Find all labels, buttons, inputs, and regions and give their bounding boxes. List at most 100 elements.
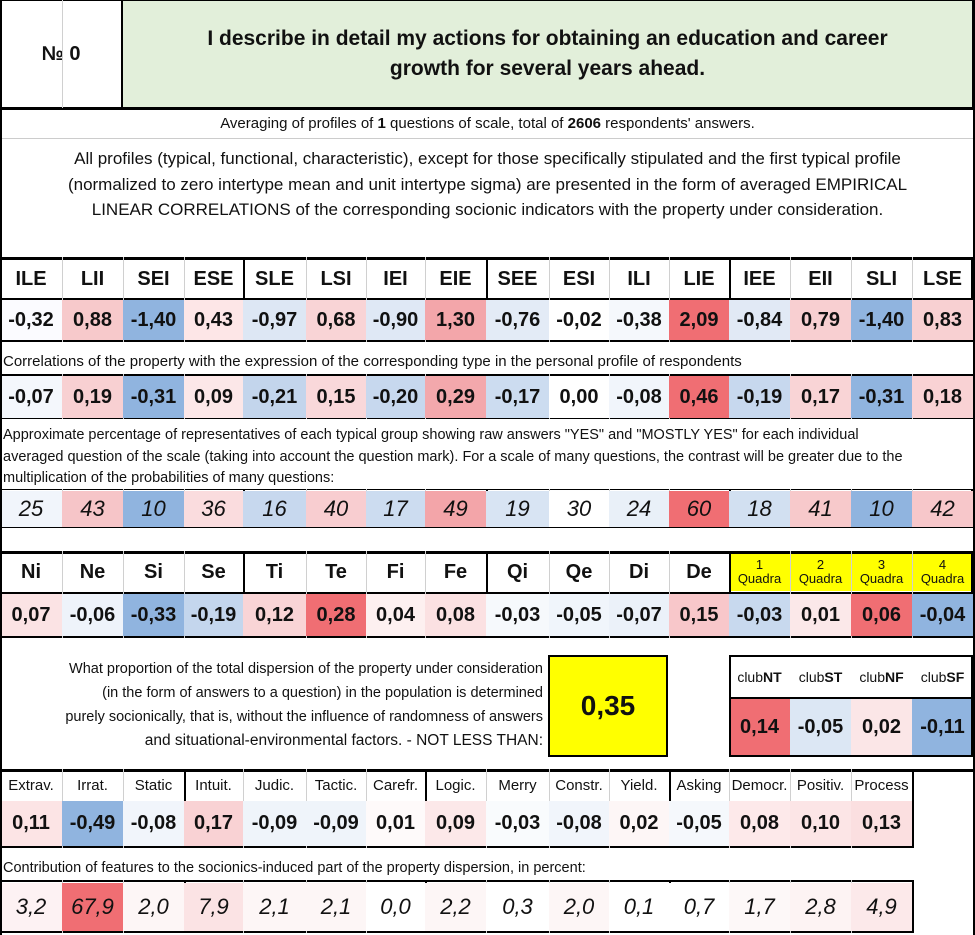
function-header-cell: Ne	[79, 560, 106, 583]
type-correlation-cell: -0,20	[366, 376, 425, 418]
type-header-cell: EII	[808, 267, 833, 290]
type-percentage-cell: 40	[306, 491, 366, 527]
feature-contribution-cell: 3,2	[0, 883, 62, 931]
type-profile-cell: 2,09	[669, 300, 729, 340]
type-header-cell: SLI	[865, 267, 898, 290]
feature-header-cell: Intuit.	[195, 776, 232, 794]
type-header-cell: ILI	[627, 267, 651, 290]
type-header-cell: EIE	[439, 267, 472, 290]
separator	[0, 138, 975, 139]
feature-value-cell: -0,08	[549, 801, 609, 846]
type-profile-cell: 1,30	[425, 300, 486, 340]
description-line-1: All profiles (typical, functional, chara…	[74, 149, 901, 168]
type-percentage-cell: 10	[851, 491, 912, 527]
quadra-number: 2	[816, 557, 825, 572]
type-profile-cell: -0,97	[243, 300, 306, 340]
function-value-cell: 0,28	[306, 594, 366, 636]
grid-line	[0, 846, 912, 848]
dispersion-line-2: (in the form of answers to a question) i…	[102, 685, 543, 701]
type-header-cell: LII	[80, 267, 105, 290]
function-header-cell: Fe	[443, 560, 468, 583]
type-correlation-cell: 0,17	[790, 376, 851, 418]
grid-line	[0, 769, 975, 772]
club-suffix: NF	[885, 669, 904, 685]
feature-contribution-cell: 7,9	[184, 883, 243, 931]
page-title: I describe in detail my actions for obta…	[122, 0, 973, 108]
function-header-cell: Fi	[386, 560, 405, 583]
quadra-label: Quadra	[798, 571, 843, 586]
type-percentage-cell: 42	[912, 491, 973, 527]
type-correlation-cell: -0,17	[486, 376, 549, 418]
description: All profiles (typical, functional, chara…	[0, 146, 975, 223]
type-percentage-cell: 24	[609, 491, 669, 527]
type-correlation-cell: -0,31	[851, 376, 912, 418]
grid-line	[0, 527, 975, 528]
grid-line	[729, 697, 975, 699]
type-header-cell: ESE	[193, 267, 234, 290]
type-correlation-cell: 0,00	[549, 376, 609, 418]
grid-line	[0, 880, 912, 882]
title-line-2: growth for several years ahead.	[389, 57, 706, 80]
percentage-caption-line-3: multiplication of the probabilities of m…	[3, 470, 335, 486]
club-value-cell: -0,05	[790, 699, 851, 755]
function-value-cell: -0,19	[184, 594, 243, 636]
type-percentage-cell: 43	[62, 491, 123, 527]
feature-contribution-cell: 0,7	[669, 883, 729, 931]
type-percentage-cell: 36	[184, 491, 243, 527]
type-profile-cell: 0,79	[790, 300, 851, 340]
contribution-caption: Contribution of features to the sociоnic…	[3, 860, 586, 876]
grid-line	[912, 257, 913, 342]
type-header-cell: SEI	[137, 267, 170, 290]
feature-contribution-cell: 2,8	[790, 883, 851, 931]
grid-line	[123, 257, 124, 342]
feature-header-cell: Merry	[498, 776, 537, 794]
quadra-header-cell: 3 Quadra	[851, 553, 912, 591]
header-number-cell: № 0	[0, 0, 122, 108]
type-profile-cell: 0,83	[912, 300, 973, 340]
grid-line	[549, 257, 550, 342]
percentage-caption-line-1: Approximate percentage of representative…	[3, 427, 859, 443]
type-profile-cell: -1,40	[123, 300, 184, 340]
feature-contribution-cell: 2,2	[425, 883, 486, 931]
feature-contribution-cell: 2,0	[549, 883, 609, 931]
quadra-value-cell: 0,01	[790, 594, 851, 636]
function-value-cell: -0,33	[123, 594, 184, 636]
type-correlation-cell: 0,18	[912, 376, 973, 418]
grid-line	[971, 257, 973, 342]
description-line-3: LINEAR CORRELATIONS of the corresponding…	[91, 200, 884, 219]
grid-line	[729, 257, 731, 342]
club-header-cell: club SF	[912, 657, 973, 697]
type-percentage-cell: 19	[486, 491, 549, 527]
type-correlation-cell: -0,21	[243, 376, 306, 418]
feature-header-cell: Extrav.	[8, 776, 54, 794]
function-value-cell: 0,07	[0, 594, 62, 636]
number-label: № 0	[41, 42, 81, 65]
feature-value-cell: 0,01	[366, 801, 425, 846]
feature-header-cell: Static	[134, 776, 173, 794]
feature-value-cell: 0,17	[184, 801, 243, 846]
grid-line	[971, 655, 973, 757]
club-prefix: club	[859, 669, 885, 685]
feature-header-cell: Carefr.	[372, 776, 418, 794]
feature-value-cell: 0,02	[609, 801, 669, 846]
quadra-number: 1	[755, 557, 764, 572]
club-value-cell: -0,11	[912, 699, 973, 755]
function-value-cell: 0,12	[243, 594, 306, 636]
dispersion-value-text: 0,35	[580, 690, 636, 721]
type-header-cell: ILE	[15, 267, 47, 290]
feature-value-cell: -0,03	[486, 801, 549, 846]
feature-header-cell: Tactic.	[314, 776, 358, 794]
function-value-cell: 0,04	[366, 594, 425, 636]
grid-line	[790, 257, 791, 342]
grid-line	[0, 931, 912, 933]
type-correlation-cell: 0,15	[306, 376, 366, 418]
grid-line	[486, 257, 488, 342]
feature-header-cell: Yield.	[620, 776, 658, 794]
feature-value-cell: -0,08	[123, 801, 184, 846]
club-header-cell: club ST	[790, 657, 851, 697]
feature-value-cell: 0,10	[790, 801, 851, 846]
type-correlation-cell: 0,19	[62, 376, 123, 418]
type-correlation-cell: 0,09	[184, 376, 243, 418]
function-value-cell: -0,03	[486, 594, 549, 636]
quadra-header-cell: 1 Quadra	[729, 553, 790, 591]
